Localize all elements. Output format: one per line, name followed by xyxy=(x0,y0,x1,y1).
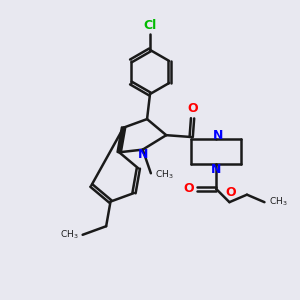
Text: CH$_3$: CH$_3$ xyxy=(155,169,174,181)
Text: O: O xyxy=(187,102,198,115)
Text: Cl: Cl xyxy=(143,19,157,32)
Text: CH$_3$: CH$_3$ xyxy=(269,196,287,208)
Text: N: N xyxy=(211,163,221,176)
Text: O: O xyxy=(183,182,194,195)
Text: O: O xyxy=(226,186,236,199)
Text: CH$_3$: CH$_3$ xyxy=(61,229,79,241)
Text: N: N xyxy=(137,148,148,161)
Text: N: N xyxy=(212,129,223,142)
